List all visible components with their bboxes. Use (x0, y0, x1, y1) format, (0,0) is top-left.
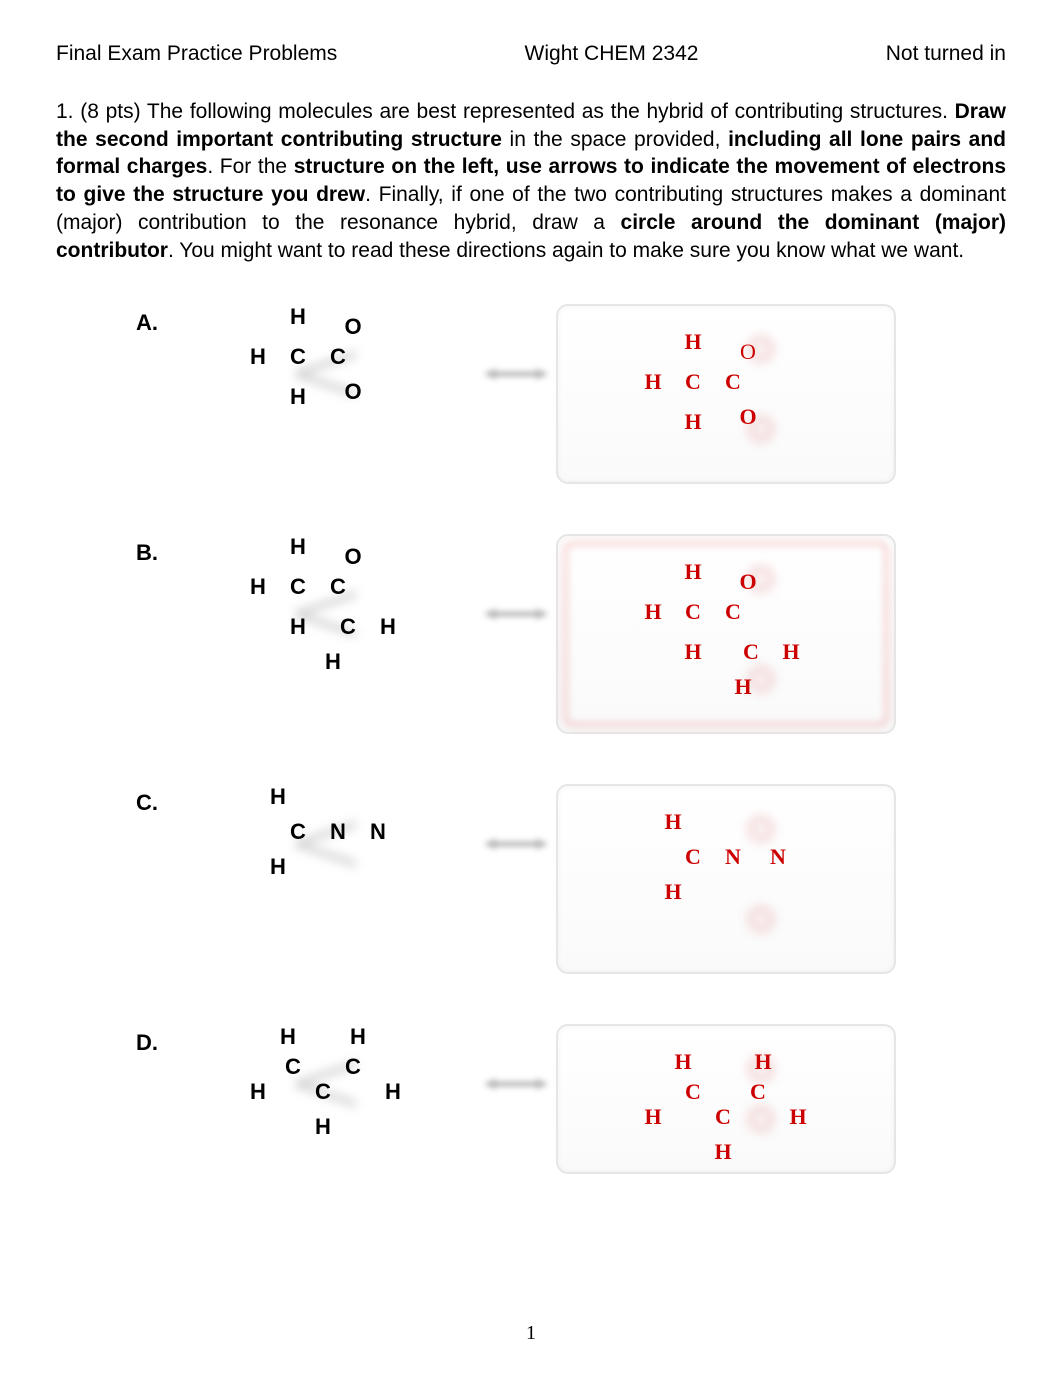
atom: H (286, 304, 310, 330)
atom: C (746, 1079, 770, 1105)
header-right: Not turned in (886, 42, 1006, 66)
atom: C (681, 369, 705, 395)
right-answer-box-C: HCNNH (556, 784, 896, 974)
atom: C (286, 819, 310, 845)
atom: H (376, 614, 400, 640)
problem-label-C: C. (136, 790, 176, 816)
atom: H (661, 879, 685, 905)
page-number: 1 (0, 1322, 1062, 1345)
atom: C (286, 344, 310, 370)
problems-area: A.HOHCCHOHOHCCHOB.HOHCCHCHHHOHCCHCHHC.HC… (56, 304, 1006, 1174)
atom: H (779, 639, 803, 665)
resonance-arrow-A (476, 304, 556, 444)
atom: H (266, 854, 290, 880)
q-mid2: . For the (207, 155, 293, 178)
atom: H (311, 1114, 335, 1140)
atom: C (281, 1054, 305, 1080)
atom: H (661, 809, 685, 835)
atom: O (341, 379, 365, 405)
atom: H (711, 1139, 735, 1165)
problem-D: D.HHCCHCHHHHCCHCHH (136, 1024, 1006, 1174)
atom: H (266, 784, 290, 810)
atom: C (681, 844, 705, 870)
atom: H (681, 409, 705, 435)
atom: H (246, 1079, 270, 1105)
right-answer-box-D: HHCCHCHH (556, 1024, 896, 1174)
atom: C (341, 1054, 365, 1080)
left-structure-A: HOHCCHO (176, 304, 476, 444)
header-left: Final Exam Practice Problems (56, 42, 337, 66)
atom: H (731, 674, 755, 700)
atom: N (766, 844, 790, 870)
atom: C (311, 1079, 335, 1105)
atom: O (736, 569, 760, 595)
problem-C: C.HCNNHHCNNH (136, 784, 1006, 974)
atom: O (736, 339, 760, 365)
resonance-arrow-C (476, 784, 556, 904)
atom: H (786, 1104, 810, 1130)
problem-label-D: D. (136, 1030, 176, 1056)
atom: H (246, 344, 270, 370)
atom: H (246, 574, 270, 600)
page-header: Final Exam Practice Problems Wight CHEM … (56, 42, 1006, 66)
atom: O (341, 544, 365, 570)
atom: C (711, 1104, 735, 1130)
atom: H (751, 1049, 775, 1075)
atom: C (286, 574, 310, 600)
atom: H (641, 599, 665, 625)
atom: C (326, 574, 350, 600)
atom: H (286, 534, 310, 560)
atom: H (321, 649, 345, 675)
atom: H (286, 614, 310, 640)
atom: H (681, 639, 705, 665)
atom: N (326, 819, 350, 845)
resonance-arrow-D (476, 1024, 556, 1144)
resonance-arrow-B (476, 534, 556, 694)
problem-B: B.HOHCCHCHHHOHCCHCHH (136, 534, 1006, 734)
atom: H (346, 1024, 370, 1050)
atom: O (341, 314, 365, 340)
atom: C (721, 599, 745, 625)
q-mid4: . You might want to read these direction… (168, 239, 964, 262)
problem-A: A.HOHCCHOHOHCCHO (136, 304, 1006, 484)
right-answer-box-A: HOHCCHO (556, 304, 896, 484)
problem-label-B: B. (136, 540, 176, 566)
atom: O (736, 404, 760, 430)
atom: H (681, 559, 705, 585)
atom: H (641, 1104, 665, 1130)
question-text: 1. (8 pts) The following molecules are b… (56, 98, 1006, 264)
atom: C (681, 599, 705, 625)
header-center: Wight CHEM 2342 (525, 42, 699, 66)
atom: C (681, 1079, 705, 1105)
atom: N (721, 844, 745, 870)
left-structure-C: HCNNH (176, 784, 476, 904)
left-structure-B: HOHCCHCHH (176, 534, 476, 694)
atom: H (276, 1024, 300, 1050)
atom: H (381, 1079, 405, 1105)
atom: H (286, 384, 310, 410)
atom: C (739, 639, 763, 665)
problem-label-A: A. (136, 310, 176, 336)
atom: N (366, 819, 390, 845)
right-answer-box-B: HOHCCHCHH (556, 534, 896, 734)
atom: H (641, 369, 665, 395)
atom: H (681, 329, 705, 355)
left-structure-D: HHCCHCHH (176, 1024, 476, 1144)
q-prefix: 1. (8 pts) The following molecules are b… (56, 100, 955, 123)
atom: C (326, 344, 350, 370)
q-mid1: in the space provided, (502, 128, 728, 151)
atom: H (671, 1049, 695, 1075)
atom: C (721, 369, 745, 395)
atom: C (336, 614, 360, 640)
